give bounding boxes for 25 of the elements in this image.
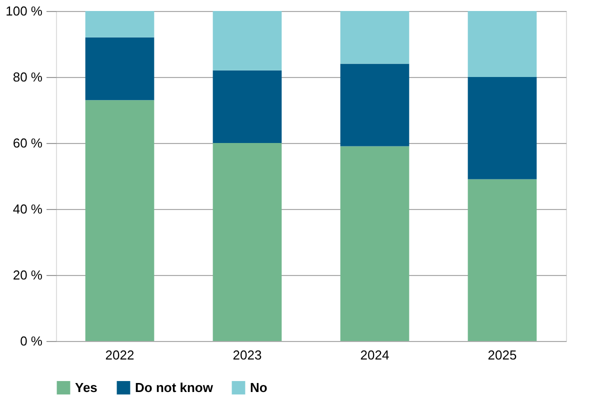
x-tick-label: 2024 xyxy=(360,348,390,362)
bar xyxy=(212,143,282,341)
y-tick-label: 40 % xyxy=(12,202,43,216)
x-tick-label: 2022 xyxy=(105,348,134,362)
legend-label: Do not know xyxy=(135,380,214,395)
x-tick-label: 2025 xyxy=(488,348,517,362)
bar xyxy=(468,11,537,77)
bar xyxy=(212,70,282,143)
bar xyxy=(468,77,537,180)
y-tick-label: 80 % xyxy=(12,70,43,84)
y-tick-label: 100 % xyxy=(6,4,43,18)
x-tick-label: 2023 xyxy=(232,348,262,362)
bar xyxy=(340,11,410,64)
bar xyxy=(85,100,154,341)
bar xyxy=(212,11,282,70)
legend-label: Yes xyxy=(75,380,98,395)
y-tick-label: 0 % xyxy=(20,334,43,348)
bar xyxy=(340,64,410,146)
legend-label: No xyxy=(250,380,268,395)
bar xyxy=(85,37,154,100)
y-tick-label: 60 % xyxy=(12,136,43,150)
y-tick-label: 20 % xyxy=(12,268,43,282)
bar xyxy=(468,179,537,341)
bar xyxy=(85,11,154,38)
bar xyxy=(340,146,410,341)
